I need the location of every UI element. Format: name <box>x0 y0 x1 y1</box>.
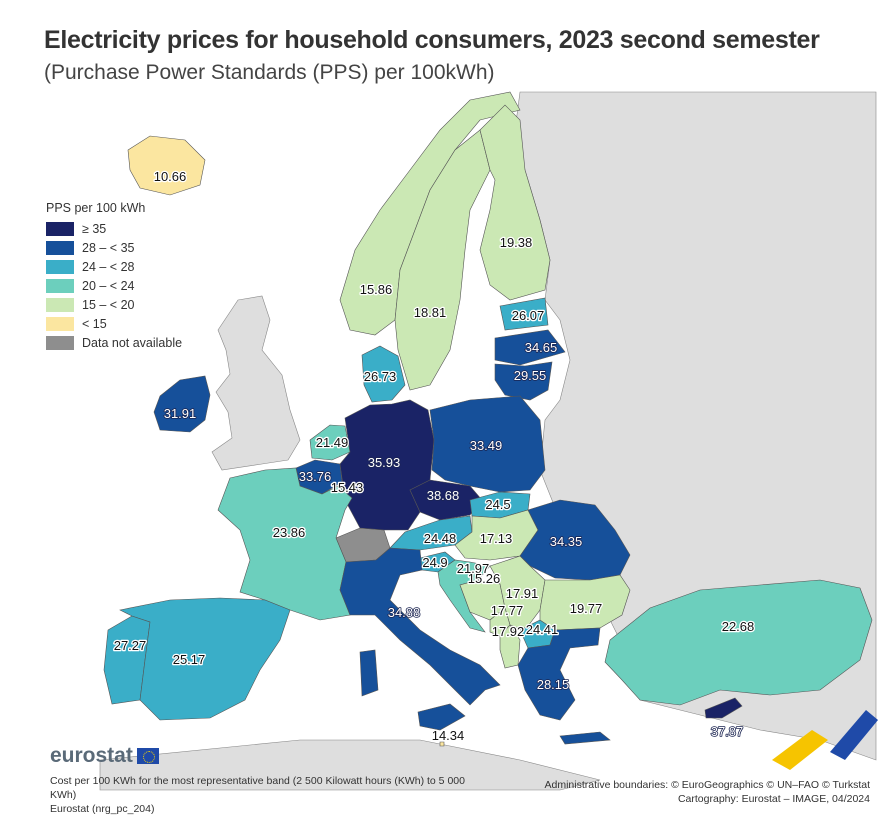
legend-swatch <box>46 241 74 255</box>
map-title: Electricity prices for household consume… <box>44 26 820 54</box>
country-sicily <box>417 703 466 731</box>
value-label-poland: 33.49 <box>470 438 503 453</box>
value-label-malta: 14.34 <box>432 728 465 743</box>
value-labels: 10.66 15.86 18.81 19.38 26.07 34.65 29.55 26.73… <box>112 168 755 745</box>
legend-swatch <box>46 298 74 312</box>
country-greece <box>517 627 601 721</box>
value-label-spain: 25.17 <box>173 652 206 667</box>
value-label-portugal: 27.27 <box>114 638 147 653</box>
value-label-belgium: 33.76 <box>299 469 332 484</box>
value-label-sweden: 18.81 <box>414 305 447 320</box>
value-label-iceland: 10.66 <box>154 169 187 184</box>
value-label-lithuania: 29.55 <box>514 368 547 383</box>
country-austria <box>389 515 473 551</box>
value-label-latvia: 34.65 <box>525 340 558 355</box>
value-label-hungary: 17.13 <box>480 531 513 546</box>
country-spain <box>119 597 291 721</box>
value-label-cyprus: 37.87 <box>711 724 744 739</box>
legend-item: 24 – < 28 <box>46 259 182 275</box>
value-label-austria: 24.48 <box>424 531 457 546</box>
decor-blue-ribbon <box>830 710 878 760</box>
credits: Administrative boundaries: © EuroGeograp… <box>544 778 870 806</box>
eurostat-logo: eurostat <box>50 744 159 768</box>
country-bulgaria <box>539 574 631 631</box>
value-label-bosnia-and-herzegovina: 15.26 <box>468 571 501 586</box>
value-label-germany: 35.93 <box>368 455 401 470</box>
credit-line: Administrative boundaries: © EuroGeograp… <box>544 779 870 791</box>
country-cyprus <box>704 697 743 719</box>
value-label-italy: 34.88 <box>388 605 421 620</box>
value-label-romania: 34.35 <box>550 534 583 549</box>
legend-item: < 15 <box>46 316 182 332</box>
value-label-t-rkiye: 22.68 <box>722 619 755 634</box>
value-label-montenegro: 17.77 <box>491 603 524 618</box>
value-label-bulgaria: 19.77 <box>570 601 603 616</box>
map-subtitle: (Purchase Power Standards (PPS) per 100k… <box>44 61 495 84</box>
legend-label: 20 – < 24 <box>82 279 135 293</box>
legend-label: < 15 <box>82 317 107 331</box>
note-line: Cost per 100 KWh for the most representa… <box>50 775 465 801</box>
value-label-north-macedonia: 24.41 <box>526 622 559 637</box>
value-label-france: 23.86 <box>273 525 306 540</box>
legend-swatch <box>46 222 74 236</box>
legend-item: Data not available <box>46 335 182 351</box>
note-line: Eurostat (nrg_pc_204) <box>50 803 155 815</box>
value-label-ireland: 31.91 <box>164 406 197 421</box>
legend-label: 28 – < 35 <box>82 241 135 255</box>
country-turkiye <box>604 579 873 706</box>
value-label-finland: 19.38 <box>500 235 533 250</box>
legend-label: ≥ 35 <box>82 222 107 236</box>
country-lithuania <box>494 361 553 401</box>
country-crete <box>559 731 611 745</box>
value-label-denmark: 26.73 <box>364 369 397 384</box>
value-label-croatia: 21.97 <box>457 561 490 576</box>
country-sardinia <box>359 649 379 697</box>
credit-line: Cartography: Eurostat – IMAGE, 04/2024 <box>677 793 870 805</box>
country-ireland <box>153 375 211 433</box>
country-sweden <box>394 129 491 391</box>
legend-items: ≥ 35 28 – < 35 24 – < 28 20 – < 24 15 – < 20… <box>46 221 182 351</box>
value-label-luxembourg: 15.43 <box>331 480 364 495</box>
legend-swatch <box>46 336 74 350</box>
value-label-greece: 28.15 <box>537 677 570 692</box>
country-norway <box>339 91 521 336</box>
legend-label: 24 – < 28 <box>82 260 135 274</box>
country-denmark <box>361 345 406 403</box>
decor-yellow-ribbon <box>772 730 828 770</box>
country-italy <box>339 547 501 706</box>
value-label-estonia: 26.07 <box>512 308 545 323</box>
land-background-uk <box>211 295 301 471</box>
country-latvia <box>494 329 566 366</box>
value-label-czechia: 38.68 <box>427 488 460 503</box>
legend-label: Data not available <box>82 336 183 350</box>
eu-flag-icon <box>136 748 159 764</box>
legend: PPS per 100 kWh ≥ 35 28 – < 35 24 – < 28 20… <box>46 201 182 354</box>
country-finland <box>479 104 551 301</box>
value-label-slovakia: 24.5 <box>485 497 510 512</box>
country-malta <box>439 741 445 747</box>
land-background-north-africa <box>99 739 601 791</box>
legend-swatch <box>46 317 74 331</box>
legend-label: 15 – < 20 <box>82 298 135 312</box>
country-estonia <box>499 297 549 331</box>
country-poland <box>429 395 546 493</box>
legend-item: 28 – < 35 <box>46 240 182 256</box>
legend-swatch <box>46 260 74 274</box>
value-label-norway: 15.86 <box>360 282 393 297</box>
source-notes: Cost per 100 KWh for the most representa… <box>50 774 480 816</box>
country-iceland <box>127 135 206 196</box>
value-label-slovenia: 24.9 <box>422 555 447 570</box>
legend-item: 20 – < 24 <box>46 278 182 294</box>
logo-text: eurostat <box>50 744 133 767</box>
value-label-netherlands: 21.49 <box>316 435 349 450</box>
legend-item: ≥ 35 <box>46 221 182 237</box>
value-label-serbia: 17.91 <box>506 586 539 601</box>
value-label-albania: 17.92 <box>492 624 525 639</box>
legend-title: PPS per 100 kWh <box>46 201 146 215</box>
legend-swatch <box>46 279 74 293</box>
legend-item: 15 – < 20 <box>46 297 182 313</box>
country-serbia <box>489 555 546 631</box>
